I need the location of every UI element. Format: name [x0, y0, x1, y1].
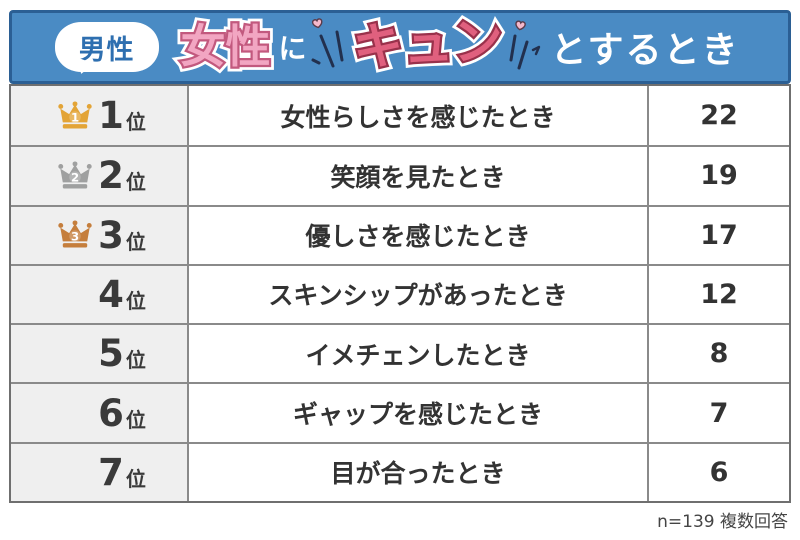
- rank-suffix: 位: [125, 348, 146, 373]
- rank-suffix: 位: [125, 110, 146, 135]
- rank-number: 3: [98, 213, 124, 257]
- suffix-word: とするとき: [550, 30, 740, 71]
- highlight-word: キュン キュン キュン: [346, 6, 509, 82]
- item-value: 12: [700, 278, 738, 310]
- rank-cell: 3 3 位: [11, 206, 189, 264]
- crown-icon: 3: [58, 220, 92, 248]
- sparkle-left-icon: [311, 18, 344, 68]
- table-row: 6 6 位 ギャップを感じたとき 7: [11, 382, 789, 442]
- item-label: 笑顔を見たとき: [189, 147, 649, 205]
- target-word: 女性 女性 女性: [176, 16, 276, 77]
- crown-icon: 2: [58, 161, 92, 189]
- rank-number: 1: [98, 94, 124, 138]
- crown-slot: 5: [52, 339, 98, 369]
- item-label: 女性らしさを感じたとき: [189, 86, 649, 146]
- particle-ni: に: [278, 32, 307, 65]
- crown-slot: 1: [52, 101, 98, 131]
- table-row: 5 5 位 イメチェンしたとき 8: [11, 323, 789, 383]
- crown-slot: 3: [52, 220, 98, 250]
- rank-number: 4: [98, 272, 124, 316]
- crown-rank-number: 3: [71, 230, 79, 244]
- crown-icon: 1: [58, 101, 92, 129]
- speech-bubble: 男性: [54, 22, 159, 72]
- table-row: 3 3 位 優しさを感じたとき 17: [11, 204, 789, 264]
- sparkle-right-icon: [509, 20, 540, 70]
- item-label: ギャップを感じたとき: [189, 384, 649, 442]
- table-row: 2 2 位 笑顔を見たとき 19: [11, 145, 789, 205]
- ranking-table: 1 1 位 女性らしさを感じたとき 22: [9, 84, 791, 503]
- item-value: 22: [700, 100, 738, 132]
- item-label: イメチェンしたとき: [189, 325, 649, 383]
- crown-slot: 2: [52, 161, 98, 191]
- item-value: 8: [709, 338, 729, 370]
- header-banner: 男性 女性 女性 女性 に キュン キュン キュン とするとき: [9, 6, 791, 84]
- rank-cell: 4 4 位: [11, 265, 189, 324]
- crown-rank-number: 1: [71, 110, 79, 124]
- crown-rank-number: 2: [71, 170, 79, 184]
- rank-cell: 7 7 位: [11, 443, 189, 501]
- rank-suffix: 位: [125, 288, 146, 313]
- sample-size-note: n=139 複数回答: [657, 512, 788, 532]
- rank-number: 6: [98, 391, 124, 435]
- crown-slot: 7: [52, 457, 98, 487]
- bubble-label: 男性: [78, 34, 135, 66]
- rank-cell: 2 2 位: [11, 147, 189, 205]
- item-label: スキンシップがあったとき: [189, 265, 649, 324]
- item-label: 優しさを感じたとき: [189, 206, 649, 264]
- item-value: 6: [709, 456, 729, 488]
- item-value: 19: [700, 160, 738, 192]
- rank-suffix: 位: [125, 229, 146, 254]
- table-row: 4 4 位 スキンシップがあったとき 12: [11, 263, 789, 324]
- rank-number: 2: [98, 154, 124, 198]
- rank-suffix: 位: [125, 170, 146, 195]
- crown-slot: 6: [52, 398, 98, 428]
- rank-number: 7: [98, 450, 124, 494]
- item-value: 17: [700, 219, 738, 251]
- rank-cell: 5 5 位: [11, 325, 189, 383]
- table-row: 7 7 位 目が合ったとき 6: [11, 441, 789, 501]
- rank-suffix: 位: [125, 407, 146, 432]
- item-label: 目が合ったとき: [189, 443, 649, 501]
- rank-cell: 6 6 位: [11, 384, 189, 442]
- crown-slot: 4: [52, 279, 98, 309]
- rank-number: 5: [98, 332, 124, 376]
- rank-cell: 1 1 位: [11, 86, 189, 146]
- item-value: 7: [709, 397, 729, 429]
- table-row: 1 1 位 女性らしさを感じたとき 22: [11, 86, 789, 146]
- rank-suffix: 位: [125, 466, 146, 491]
